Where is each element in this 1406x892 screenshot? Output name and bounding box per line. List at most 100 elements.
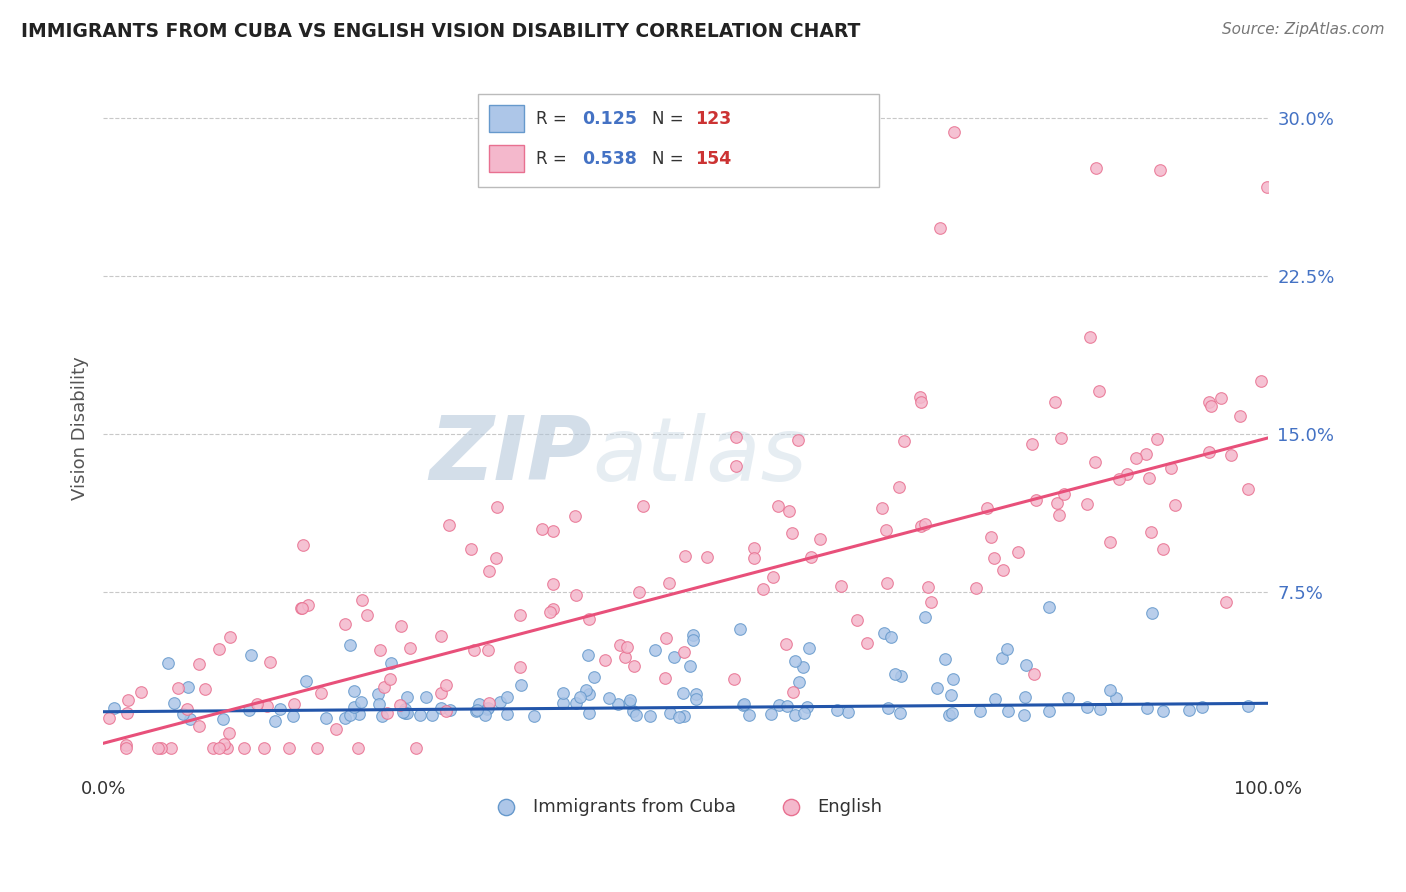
Point	[672, 709, 695, 723]
Point	[339, 708, 361, 723]
Point	[356, 608, 378, 623]
Point	[575, 683, 598, 698]
Point	[1136, 700, 1159, 714]
Point	[883, 666, 905, 681]
Point	[1140, 606, 1163, 620]
Point	[742, 541, 765, 555]
Point	[259, 655, 281, 669]
Legend: Immigrants from Cuba, English: Immigrants from Cuba, English	[481, 791, 890, 823]
Point	[256, 698, 278, 713]
Point	[437, 518, 460, 533]
Point	[187, 719, 209, 733]
Point	[825, 703, 848, 717]
Point	[253, 740, 276, 755]
Point	[290, 601, 312, 615]
Point	[1256, 179, 1278, 194]
Point	[1236, 482, 1258, 496]
Point	[263, 714, 285, 728]
Point	[965, 581, 987, 595]
Point	[208, 642, 231, 657]
Point	[1116, 467, 1139, 481]
Point	[1038, 599, 1060, 614]
Point	[830, 580, 852, 594]
Point	[941, 706, 963, 720]
Point	[619, 693, 641, 707]
Point	[212, 712, 235, 726]
Point	[439, 703, 461, 717]
Point	[187, 657, 209, 671]
Point	[631, 499, 654, 513]
Point	[724, 459, 747, 474]
Point	[984, 691, 1007, 706]
Point	[623, 659, 645, 673]
Point	[742, 550, 765, 565]
Point	[368, 697, 391, 711]
Point	[654, 671, 676, 685]
Point	[762, 570, 785, 584]
Point	[761, 706, 783, 721]
Text: 0.125: 0.125	[582, 110, 637, 128]
Point	[1025, 493, 1047, 508]
Point	[655, 631, 678, 645]
Point	[478, 564, 501, 578]
Point	[1140, 525, 1163, 540]
Point	[291, 601, 314, 615]
Text: 154: 154	[695, 150, 731, 168]
Point	[1014, 690, 1036, 704]
Point	[942, 125, 965, 139]
Point	[565, 696, 588, 710]
Point	[785, 654, 807, 668]
Point	[543, 524, 565, 538]
Point	[477, 702, 499, 716]
Text: Source: ZipAtlas.com: Source: ZipAtlas.com	[1222, 22, 1385, 37]
Point	[673, 549, 696, 563]
Point	[114, 738, 136, 752]
Point	[995, 641, 1018, 656]
Point	[1160, 461, 1182, 475]
Point	[215, 740, 238, 755]
Point	[787, 433, 810, 447]
Point	[768, 698, 790, 712]
Point	[564, 509, 586, 524]
Point	[510, 678, 533, 692]
Text: 123: 123	[695, 110, 731, 128]
Point	[876, 576, 898, 591]
Point	[218, 630, 240, 644]
Point	[343, 683, 366, 698]
Point	[1250, 374, 1272, 388]
Point	[980, 530, 1002, 544]
Point	[468, 697, 491, 711]
Point	[485, 551, 508, 566]
Point	[212, 737, 235, 751]
Point	[797, 640, 820, 655]
Point	[775, 637, 797, 651]
Point	[991, 651, 1014, 665]
Point	[115, 706, 138, 720]
Point	[875, 524, 897, 538]
Point	[389, 619, 412, 633]
Point	[176, 702, 198, 716]
Point	[1198, 445, 1220, 459]
Point	[668, 710, 690, 724]
Point	[333, 617, 356, 632]
Point	[509, 607, 531, 622]
Point	[1152, 704, 1174, 718]
Point	[166, 681, 188, 695]
Point	[405, 740, 427, 755]
Point	[347, 740, 370, 755]
Point	[1149, 162, 1171, 177]
Point	[551, 686, 574, 700]
Y-axis label: Vision Disability: Vision Disability	[72, 357, 89, 500]
Point	[1229, 409, 1251, 424]
Point	[682, 633, 704, 648]
Point	[598, 691, 620, 706]
Point	[350, 593, 373, 607]
Point	[1237, 699, 1260, 714]
Point	[98, 711, 121, 725]
Point	[1085, 161, 1108, 176]
Point	[565, 588, 588, 602]
Point	[1043, 394, 1066, 409]
Point	[194, 681, 217, 696]
Point	[723, 672, 745, 686]
Point	[430, 629, 453, 643]
